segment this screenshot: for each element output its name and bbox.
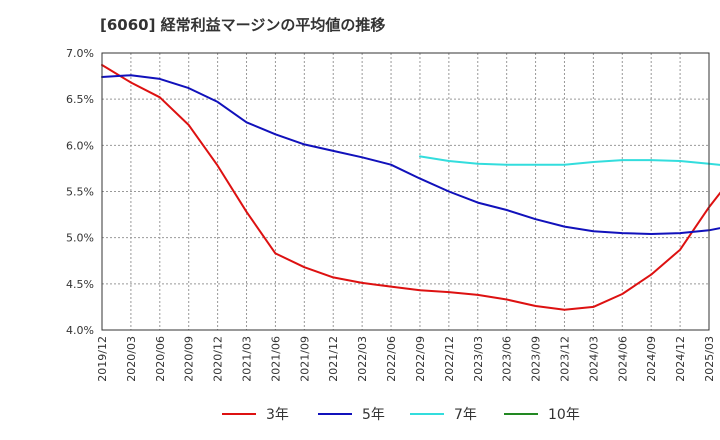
x-axis: 2019/12 2020/03 2020/06 2020/09 2020/12 2021/… (96, 336, 716, 382)
y-tick-label: 5.0% (66, 232, 94, 245)
x-tick-label: 2022/06 (385, 336, 398, 382)
x-tick-label: 2022/12 (443, 336, 456, 382)
series-line-1 (101, 74, 720, 235)
x-tick-label: 2025/03 (703, 336, 716, 382)
x-tick-label: 2021/12 (327, 336, 340, 382)
x-tick-label: 2022/03 (356, 336, 369, 382)
x-tick-label: 2021/06 (269, 336, 282, 382)
chart-title: [6060] 経常利益マージンの平均値の推移 (100, 16, 385, 34)
legend-label-0: 3年 (266, 407, 289, 423)
x-tick-label: 2019/12 (96, 336, 109, 382)
x-tick-label: 2021/09 (298, 336, 311, 382)
y-tick-label: 7.0% (66, 47, 94, 60)
series-line-0 (101, 64, 720, 311)
x-tick-label: 2020/12 (212, 336, 225, 382)
legend-label-2: 7年 (454, 407, 477, 423)
y-tick-label: 4.5% (66, 278, 94, 291)
x-tick-label: 2024/12 (674, 336, 687, 382)
x-tick-label: 2023/03 (472, 336, 485, 382)
x-tick-label: 2020/09 (183, 336, 196, 382)
x-tick-label: 2022/09 (414, 336, 427, 382)
x-tick-label: 2021/03 (241, 336, 254, 382)
y-tick-label: 6.5% (66, 93, 94, 106)
y-tick-label: 5.5% (66, 186, 94, 199)
legend-label-1: 5年 (362, 407, 385, 423)
y-tick-label: 6.0% (66, 139, 94, 152)
legend: 3年 5年 7年 10年 (222, 407, 580, 423)
x-tick-label: 2020/06 (154, 336, 167, 382)
x-tick-label: 2023/09 (530, 336, 543, 382)
series-line-2 (419, 155, 720, 166)
y-tick-label: 4.0% (66, 324, 94, 337)
x-tick-label: 2023/06 (501, 336, 514, 382)
x-tick-label: 2024/06 (616, 336, 629, 382)
x-tick-label: 2024/09 (645, 336, 658, 382)
x-tick-label: 2023/12 (558, 336, 571, 382)
plot-frame (101, 52, 710, 331)
series-lines (101, 64, 720, 311)
x-tick-label: 2020/03 (125, 336, 138, 382)
legend-label-3: 10年 (548, 407, 580, 423)
x-tick-label: 2024/03 (587, 336, 600, 382)
y-axis: 4.0% 4.5% 5.0% 5.5% 6.0% 6.5% 7.0% (66, 47, 94, 337)
